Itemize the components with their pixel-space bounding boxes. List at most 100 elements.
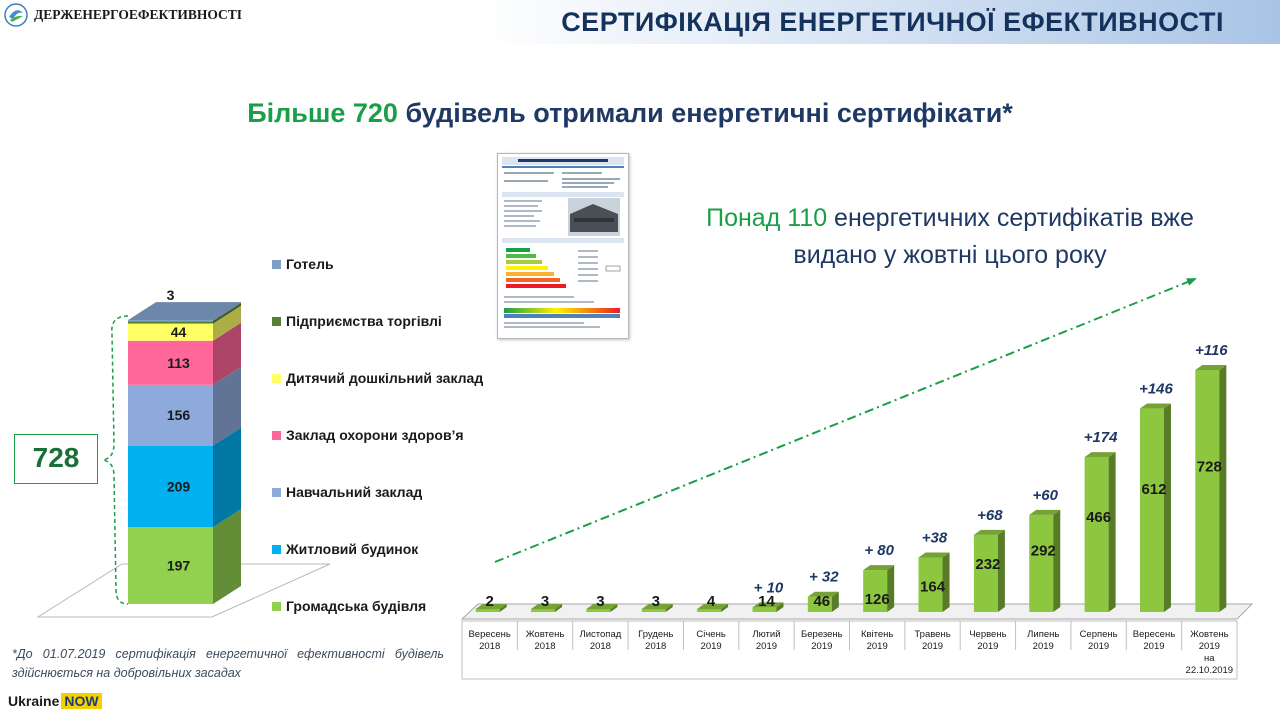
month-bar-2: 3 [586, 593, 618, 612]
category-label: 2018 [590, 641, 611, 652]
callout-line-2: видано у жовтні цього року [793, 241, 1107, 269]
stack-segment-4 [128, 305, 241, 341]
month-value-label: 612 [1141, 481, 1166, 498]
month-bar-9: 232 +68 [973, 507, 1005, 612]
month-value-label: 2 [486, 593, 494, 610]
legend-item-2: Дитячий дошкільний заклад [272, 368, 483, 388]
legend-item-4: Навчальний заклад [272, 482, 422, 502]
month-bar-13: 728 +116 [1195, 342, 1228, 612]
stack-value-label: 209 [167, 478, 191, 494]
stacked-bar-chart: 1972091561134463 [128, 287, 241, 604]
category-label: Липень [1027, 629, 1059, 640]
footnote: *До 01.07.2019 сертифікація енергетичної… [12, 647, 444, 680]
legend-label: Підприємства торгівлі [286, 313, 442, 329]
category-label: на [1204, 653, 1215, 664]
legend-swatch [272, 601, 281, 611]
category-label: Січень [696, 629, 725, 640]
month-increment-label: + 80 [864, 542, 894, 559]
category-label: 2019 [1033, 641, 1054, 652]
month-value-label: 3 [596, 593, 604, 610]
callout-highlight: Понад 110 [706, 204, 828, 232]
legend-label: Заклад охорони здоров’я [286, 427, 464, 443]
category-label: 2019 [922, 641, 943, 652]
legend-swatch [272, 259, 281, 269]
legend-item-3: Заклад охорони здоров’я [272, 425, 464, 445]
stack-floor [36, 563, 331, 618]
stack-segment-6 [128, 302, 241, 322]
category-label: 2019 [867, 641, 888, 652]
stack-value-label: 3 [167, 287, 175, 303]
category-label: 2019 [1143, 641, 1164, 652]
total-bracket [102, 315, 129, 605]
org-name: ДЕРЖЕНЕРГОЕФЕКТИВНОСТІ [34, 7, 242, 22]
legend-item-1: Підприємства торгівлі [272, 311, 442, 331]
legend-label: Навчальний заклад [286, 484, 423, 500]
stack-segment-5 [128, 303, 241, 324]
category-label: 2019 [811, 641, 832, 652]
category-label: 22.10.2019 [1186, 665, 1234, 676]
stack-segment-2 [128, 366, 241, 446]
legend-swatch [272, 544, 281, 554]
agency-logo-icon [4, 3, 28, 27]
category-label: 2019 [701, 641, 722, 652]
headline-text: будівель отримали енергетичні сертифікат… [397, 98, 1013, 128]
month-bar-8: 164 +38 [918, 529, 950, 612]
legend-swatch [272, 487, 281, 497]
stack-top-face [128, 302, 241, 321]
category-label: Вересень [468, 629, 510, 640]
certificate-thumbnail [497, 153, 629, 339]
month-bar-3: 3 [641, 593, 673, 612]
trend-arrow [494, 278, 1197, 563]
month-value-label: 466 [1086, 509, 1111, 526]
category-label: Грудень [638, 629, 673, 640]
stack-segment-3 [128, 322, 241, 385]
legend-item-5: Житловий будинок [272, 539, 418, 559]
category-label: Листопад [579, 629, 621, 640]
month-bar-6: 46 + 32 [807, 569, 839, 612]
month-bar-12: 612 +146 [1139, 381, 1174, 612]
month-bar-11: 466 +174 [1084, 429, 1118, 612]
total-box: 728 [14, 434, 98, 484]
month-value-label: 3 [541, 593, 549, 610]
callout-line-1: Понад 110 енергетичних сертифікатів вже [640, 199, 1260, 237]
month-increment-label: +68 [977, 507, 1003, 524]
category-label: Травень [914, 629, 950, 640]
category-label: 2018 [645, 641, 666, 652]
legend-item-6: Громадська будівля [272, 596, 426, 616]
category-label: 2018 [534, 641, 555, 652]
stack-value-label: 197 [167, 558, 191, 574]
brand-ukraine: Ukraine [8, 693, 60, 709]
month-value-label: 728 [1197, 459, 1222, 476]
month-bar-7: 126 + 80 [863, 542, 895, 612]
legend-swatch [272, 373, 281, 383]
legend-item-0: Готель [272, 254, 334, 274]
category-label: 2019 [1199, 641, 1220, 652]
legend-swatch [272, 430, 281, 440]
callout-text: енергетичних сертифікатів вже [827, 204, 1194, 232]
month-bar-5: 14+ 10 [752, 579, 784, 612]
brand-now: NOW [61, 693, 102, 709]
category-labels: Вересень2018Жовтень2018Листопад2018Груде… [468, 621, 1233, 676]
legend-swatch [272, 316, 281, 326]
month-bar-4: 4 [697, 593, 729, 612]
category-label: Червень [969, 629, 1006, 640]
month-value-label: 14 [758, 593, 775, 610]
bar-chart-floor [460, 603, 1254, 620]
stack-segment-0 [128, 509, 241, 604]
category-label: Жовтень [1190, 629, 1229, 640]
category-label: Вересень [1133, 629, 1175, 640]
category-label: 2019 [1088, 641, 1109, 652]
category-label: Жовтень [526, 629, 565, 640]
category-label: 2019 [977, 641, 998, 652]
headline: Більше 720 будівель отримали енергетичні… [0, 98, 1260, 129]
headline-highlight: Більше 720 [247, 98, 398, 128]
month-value-label: 3 [652, 593, 660, 610]
month-increment-label: +174 [1084, 429, 1118, 446]
month-increment-label: +146 [1139, 381, 1173, 398]
stack-value-label: 44 [171, 324, 187, 340]
month-value-label: 232 [975, 556, 1000, 573]
month-increment-label: +38 [922, 529, 948, 546]
stack-value-label: 113 [167, 355, 190, 371]
monthly-bar-chart: 2 3 3 3 4 14+ 10 46 + 32 126 + 80 164 +38 232 +68 292 +… [475, 342, 1228, 612]
